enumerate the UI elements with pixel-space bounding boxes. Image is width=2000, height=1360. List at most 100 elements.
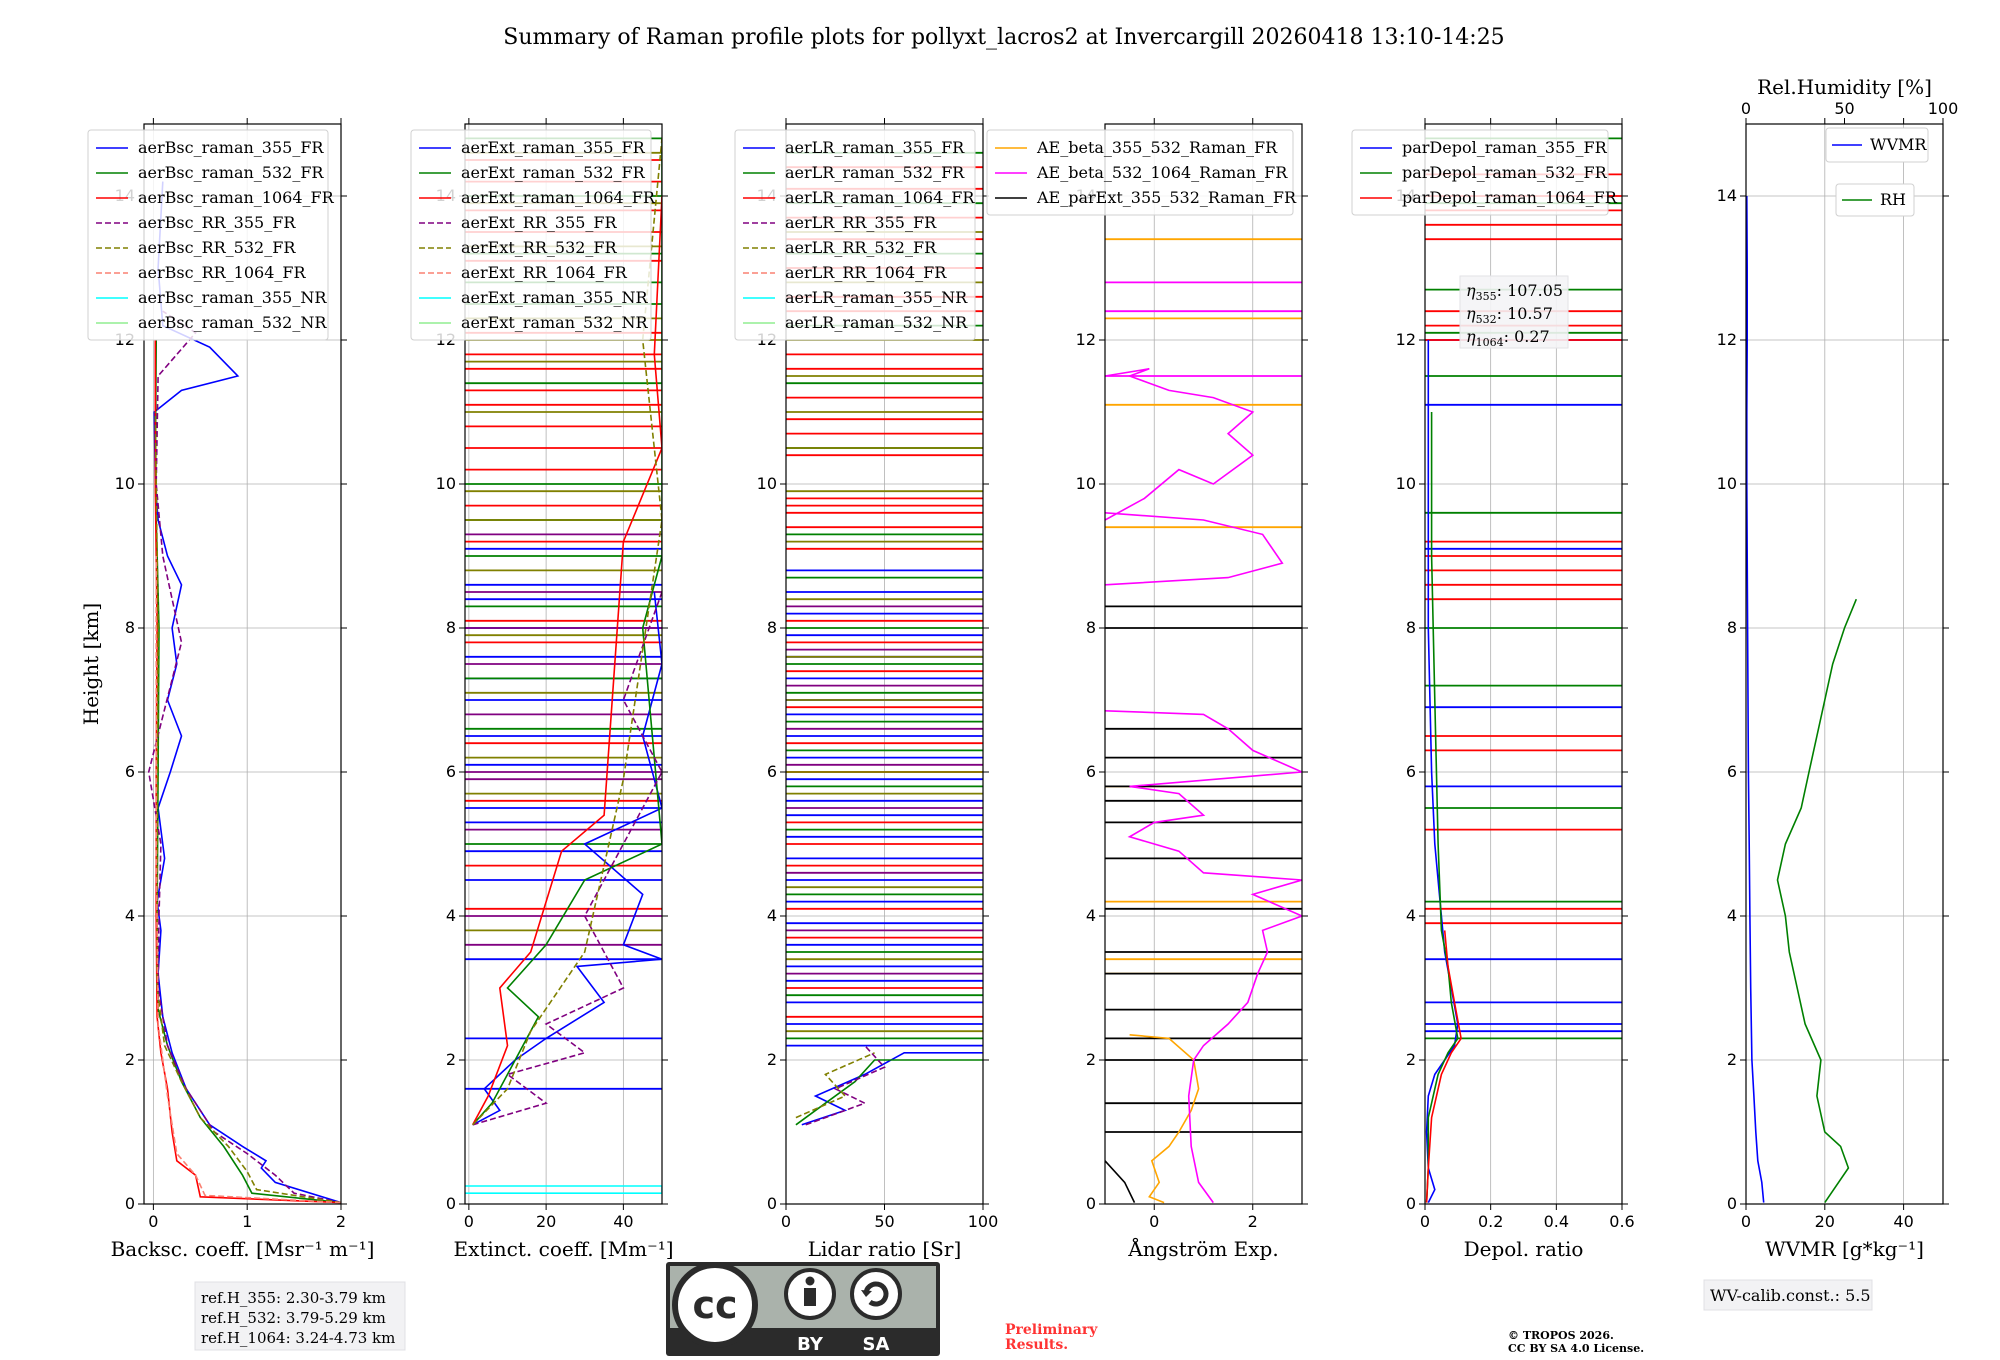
legend-label: aerExt_raman_1064_FR: [461, 188, 656, 207]
panel-extinction: 0204002468101214Extinct. coeff. [Mm⁻¹]ae…: [410, 118, 674, 1261]
legend-label: aerBsc_RR_532_FR: [138, 238, 296, 257]
series-line: [147, 310, 341, 1204]
y-tick-label: 6: [1727, 762, 1737, 781]
series-line: [155, 556, 341, 1204]
series-line: [1425, 412, 1459, 1203]
series-line: [1105, 368, 1255, 521]
legend-label: aerBsc_raman_355_FR: [138, 138, 324, 157]
y-tick-label: 2: [1086, 1050, 1096, 1069]
x-tick-label: 0: [464, 1212, 474, 1231]
ref-height-355: ref.H_355: 2.30-3.79 km: [201, 1289, 386, 1307]
legend: AE_beta_355_532_Raman_FR AE_beta_532_1064…: [986, 129, 1297, 216]
ref-height-1064: ref.H_1064: 3.24-4.73 km: [201, 1329, 395, 1347]
x-tick-label: 40: [613, 1212, 633, 1231]
legend-box: [986, 129, 1294, 216]
legend-label: aerExt_RR_532_FR: [461, 238, 618, 257]
series-line: [154, 340, 341, 1204]
y-tick-label: 8: [1086, 618, 1096, 637]
eta-box: [1459, 275, 1569, 349]
legend-wvmr: WVMR: [1825, 127, 1929, 163]
y-tick-label: 12: [1076, 330, 1096, 349]
y-tick-label: 4: [1727, 906, 1737, 925]
wv-calib-bg: [1703, 1279, 1873, 1311]
preliminary-line-1: Preliminary: [1005, 1322, 1098, 1338]
eta-label: η1064: 0.27: [1466, 327, 1550, 349]
x-axis-label: Extinct. coeff. [Mm⁻¹]: [453, 1237, 673, 1261]
series-line: [1425, 930, 1462, 1203]
panel-angstrom: 0202468101214Ångström Exp.AE_beta_355_53…: [986, 118, 1308, 1261]
series-line: [1776, 598, 1858, 1204]
y-tick-label: 2: [767, 1050, 777, 1069]
legend-label: parDepol_raman_1064_FR: [1402, 188, 1618, 207]
x-tick-label: 20: [536, 1212, 556, 1231]
y-tick-label: 6: [1086, 762, 1096, 781]
legend-label: aerBsc_raman_1064_FR: [138, 188, 335, 207]
legend: parDepol_raman_355_FR parDepol_raman_532_…: [1351, 129, 1618, 216]
share-alike-icon: [850, 1268, 902, 1320]
legend-label: aerExt_RR_355_FR: [461, 213, 618, 232]
legend-label: AE_beta_532_1064_Raman_FR: [1036, 163, 1288, 182]
preliminary-line-2: Results.: [1005, 1337, 1068, 1353]
x-tick-label: 20: [1815, 1212, 1835, 1231]
legend-label: aerBsc_RR_1064_FR: [138, 263, 307, 282]
x-axis-label: Backsc. coeff. [Msr⁻¹ m⁻¹]: [111, 1237, 375, 1261]
x-tick-label: 2: [336, 1212, 346, 1231]
y-tick-label: 2: [125, 1050, 135, 1069]
legend-label: aerExt_raman_355_NR: [461, 288, 649, 307]
y-tick-label: 2: [446, 1050, 456, 1069]
y-tick-label: 6: [446, 762, 456, 781]
cc-text: cc: [692, 1283, 737, 1327]
y-tick-label: 10: [1396, 474, 1416, 493]
reference-height-box: ref.H_355: 2.30-3.79 km ref.H_532: 3.79-…: [194, 1281, 406, 1351]
y-tick-label: 4: [1406, 906, 1416, 925]
x-axis-label: WVMR [g*kg⁻¹]: [1765, 1237, 1924, 1261]
legend-box: [734, 129, 976, 341]
x-tick-label: 0: [781, 1212, 791, 1231]
x-axis-label: Ångström Exp.: [1127, 1236, 1278, 1261]
legend-label: aerLR_RR_355_FR: [785, 213, 937, 232]
legend: aerExt_raman_355_FR aerExt_raman_532_FRae…: [410, 129, 656, 341]
x-axis-label: Lidar ratio [Sr]: [808, 1237, 962, 1261]
y-axis-label: Height [km]: [79, 603, 103, 725]
x-tick-label: 40: [1893, 1212, 1913, 1231]
eta-label: η355: 107.05: [1466, 281, 1563, 303]
legend-label: aerExt_raman_532_NR: [461, 313, 649, 332]
x-axis-label: Depol. ratio: [1464, 1237, 1584, 1261]
y-tick-label: 0: [1406, 1194, 1416, 1213]
series-line: [1105, 1160, 1136, 1203]
copyright-line-2: CC BY SA 4.0 License.: [1508, 1342, 1644, 1355]
y-tick-label: 8: [125, 618, 135, 637]
panel-lidar_ratio: 05010002468101214Lidar ratio [Sr]aerLR_r…: [734, 118, 998, 1261]
wv-calib-text: WV-calib.const.: 5.5: [1710, 1286, 1871, 1305]
wv-calib-box: WV-calib.const.: 5.5: [1703, 1279, 1873, 1311]
y-tick-label: 12: [1717, 330, 1737, 349]
legend-label: aerLR_RR_532_FR: [785, 238, 937, 257]
legend-label: aerBsc_raman_532_NR: [138, 313, 327, 332]
series-line: [154, 411, 341, 1204]
series-line: [471, 195, 662, 1126]
y-tick-label: 8: [1727, 618, 1737, 637]
top-axis-label: Rel.Humidity [%]: [1757, 75, 1932, 99]
series-line: [472, 138, 662, 1126]
legend-box: [410, 129, 652, 341]
legend-label: aerBsc_raman_355_NR: [138, 288, 327, 307]
axes-frame: [1424, 123, 1623, 1205]
data-layer: [147, 181, 341, 1204]
figure-title: Summary of Raman profile plots for polly…: [503, 25, 1504, 50]
y-tick-label: 10: [436, 474, 456, 493]
x-tick-label: 0.6: [1609, 1212, 1634, 1231]
ref-height-532: ref.H_532: 3.79-5.29 km: [201, 1309, 386, 1327]
legend-label: AE_parExt_355_532_Raman_FR: [1036, 188, 1297, 207]
y-tick-label: 6: [767, 762, 777, 781]
y-tick-label: 0: [125, 1194, 135, 1213]
cc-by-sa-logo: cc BY SA: [666, 1262, 940, 1356]
top-tick-label: 50: [1834, 99, 1854, 118]
legend-label: aerLR_raman_532_FR: [785, 163, 965, 182]
y-tick-label: 4: [767, 906, 777, 925]
axes-frame: [464, 123, 663, 1205]
legend-box: [1835, 183, 1915, 217]
legend-label: aerLR_raman_1064_FR: [785, 188, 975, 207]
series-line: [1105, 512, 1284, 586]
